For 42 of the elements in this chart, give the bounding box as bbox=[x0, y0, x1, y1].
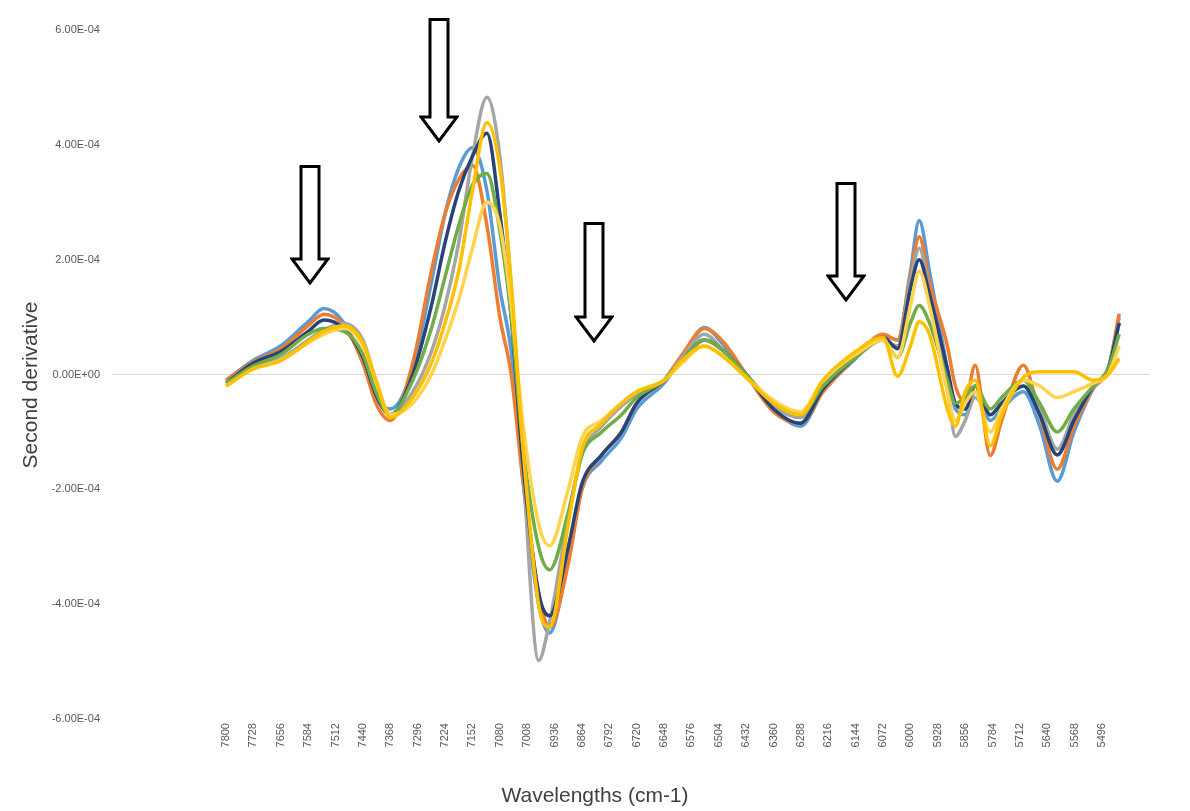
x-tick-label: 7224 bbox=[438, 723, 451, 748]
x-tick-label: 7584 bbox=[301, 723, 314, 748]
y-tick-label: 4.00E-04 bbox=[55, 137, 100, 150]
x-tick-label: 6072 bbox=[876, 723, 889, 748]
y-tick-label: -4.00E-04 bbox=[51, 597, 100, 610]
x-tick-label: 7368 bbox=[383, 723, 396, 748]
x-tick-label: 6000 bbox=[903, 723, 916, 748]
x-tick-label: 7512 bbox=[328, 723, 341, 748]
x-tick-label: 7800 bbox=[219, 723, 232, 748]
x-tick-label: 6648 bbox=[657, 723, 670, 748]
x-tick-label: 6432 bbox=[739, 723, 752, 748]
x-tick-label: 7008 bbox=[520, 723, 533, 748]
x-tick-label: 5856 bbox=[958, 723, 971, 748]
y-tick-label: -6.00E-04 bbox=[51, 712, 100, 725]
x-tick-label: 7080 bbox=[492, 723, 505, 748]
x-tick-label: 5928 bbox=[930, 723, 943, 748]
y-tick-label: 6.00E-04 bbox=[55, 23, 100, 36]
x-tick-label: 5568 bbox=[1067, 723, 1080, 748]
x-tick-label: 5712 bbox=[1013, 723, 1025, 748]
x-tick-label: 6936 bbox=[547, 723, 560, 748]
x-tick-label: 7656 bbox=[273, 723, 286, 748]
y-tick-label: 0.00E+00 bbox=[52, 367, 100, 380]
x-tick-label: 6576 bbox=[684, 723, 697, 748]
x-axis-title: Wavelengths (cm-1) bbox=[500, 783, 690, 807]
x-tick-label: 7152 bbox=[465, 723, 478, 748]
x-tick-label: 7728 bbox=[246, 723, 259, 748]
x-tick-label: 6288 bbox=[793, 723, 806, 748]
x-tick-label: 6360 bbox=[766, 723, 779, 748]
x-tick-label: 6864 bbox=[574, 723, 587, 748]
x-tick-label: 6792 bbox=[602, 723, 615, 748]
x-tick-label: 6504 bbox=[711, 723, 724, 748]
x-tick-label: 5640 bbox=[1040, 723, 1053, 748]
y-tick-label: -2.00E-04 bbox=[51, 482, 100, 495]
x-tick-label: 5784 bbox=[985, 723, 998, 748]
x-tick-label: 5496 bbox=[1095, 723, 1108, 748]
x-tick-label: 7296 bbox=[410, 723, 423, 748]
x-tick-label: 6144 bbox=[848, 723, 861, 748]
x-tick-label: 6720 bbox=[629, 723, 642, 748]
y-tick-label: 2.00E-04 bbox=[55, 252, 100, 265]
y-axis-title: Second derivative bbox=[18, 301, 42, 469]
x-tick-label: 7440 bbox=[355, 723, 368, 748]
x-tick-label: 6216 bbox=[821, 723, 834, 748]
